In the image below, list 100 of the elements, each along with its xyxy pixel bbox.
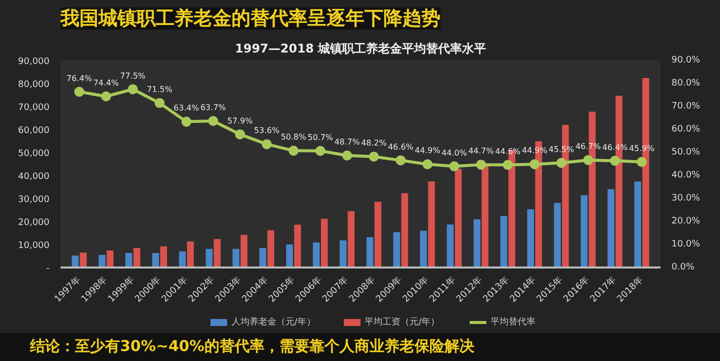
point [154, 98, 165, 108]
bar [106, 250, 114, 268]
bar [178, 251, 186, 268]
point [556, 158, 566, 168]
bar [474, 219, 480, 268]
bar [312, 242, 320, 268]
point [583, 155, 594, 166]
data-label: 53.6% [254, 126, 280, 136]
point [502, 160, 513, 170]
legend-label: 人均养老金（元/年） [231, 316, 316, 328]
bar [393, 232, 400, 268]
y-tick-label: 20,000 [18, 218, 50, 228]
bar [186, 242, 194, 268]
data-label: 74.4% [93, 78, 120, 88]
data-label: 76.4% [66, 74, 92, 83]
point [208, 116, 218, 126]
y-tick-label: 80,000 [18, 80, 50, 90]
point [128, 84, 138, 94]
y-tick-label: 60,000 [18, 126, 50, 136]
point [315, 146, 326, 156]
y2-tick-label: 30.0% [672, 194, 701, 204]
point [449, 161, 460, 172]
legend-label: 平均替代率 [490, 316, 536, 328]
data-label: 50.7% [308, 132, 334, 142]
y2-tick-label: 0.0% [672, 262, 695, 272]
data-label: 44.0% [442, 148, 468, 158]
bar [206, 248, 213, 268]
bar [267, 230, 274, 268]
y-tick-label: 40,000 [18, 172, 50, 182]
bar [420, 230, 427, 268]
bar [401, 193, 408, 268]
data-label: 44.9% [414, 146, 441, 156]
data-label: 63.4% [174, 104, 200, 113]
bar [554, 202, 561, 268]
bar [374, 202, 382, 268]
point [610, 156, 620, 166]
chart-subtitle: 1997—2018 城镇职工养老金平均替代率水平 [235, 42, 486, 56]
bar [286, 244, 293, 268]
y-tick-label: 10,000 [18, 241, 50, 251]
point [234, 129, 245, 140]
bar [454, 168, 462, 268]
data-label: 63.7% [200, 102, 226, 112]
y2-tick-label: 50.0% [672, 148, 701, 158]
y2-tick-label: 60.0% [672, 124, 701, 134]
data-label: 48.7% [334, 137, 360, 146]
y2-tick-label: 90.0% [672, 56, 701, 66]
point [181, 116, 192, 127]
y-tick-label: - [46, 264, 50, 274]
data-label: 46.6% [388, 142, 414, 152]
bar [348, 211, 355, 268]
point [636, 156, 647, 167]
bar [340, 240, 347, 268]
data-label: 71.5% [146, 85, 173, 94]
bar [133, 248, 140, 268]
bar [500, 216, 508, 268]
bar [160, 246, 168, 268]
bar [527, 209, 534, 268]
bar [98, 254, 106, 268]
point [396, 155, 406, 166]
y-tick-label: 30,000 [18, 195, 50, 205]
y2-tick-label: 70.0% [672, 102, 701, 112]
bar [446, 224, 454, 268]
point [422, 159, 432, 170]
bar [232, 248, 240, 268]
point [530, 159, 540, 170]
chart-title: 我国城镇职工养老金的替代率呈逐年下降趋势 [60, 8, 440, 30]
y-tick-label: 70,000 [18, 103, 50, 113]
point [262, 139, 272, 150]
point [74, 86, 84, 97]
data-label: 57.9% [227, 116, 254, 126]
bar [608, 189, 614, 268]
bar [320, 218, 328, 268]
bar [634, 181, 642, 268]
point [476, 160, 486, 170]
text: 结论：至少有30%~40%的替代率，需要靠个人商业养老保险解决 [30, 336, 474, 357]
bar [152, 253, 160, 268]
bar [482, 164, 488, 268]
y2-tick-label: 10.0% [672, 240, 701, 250]
point [342, 150, 352, 160]
y-tick-label: 50,000 [18, 149, 50, 159]
bar [214, 238, 221, 268]
point [101, 91, 112, 102]
bar [294, 224, 301, 268]
data-label: 44.6% [495, 146, 521, 156]
bar [366, 237, 374, 268]
y2-tick-label: 40.0% [672, 170, 701, 180]
bar [580, 195, 588, 268]
y2-tick-label: 20.0% [672, 216, 701, 226]
bar [428, 181, 435, 268]
bar [240, 234, 248, 268]
legend-label: 平均工资（元/年） [364, 316, 440, 328]
data-label: 48.2% [361, 138, 387, 148]
data-label: 50.8% [280, 132, 307, 142]
data-label: 77.5% [120, 71, 146, 80]
y-tick-label: 90,000 [18, 57, 50, 67]
y2-tick-label: 80.0% [672, 78, 701, 88]
bar [259, 248, 266, 268]
point [288, 146, 299, 156]
data-label: 44.7% [468, 146, 494, 156]
point [368, 152, 379, 162]
